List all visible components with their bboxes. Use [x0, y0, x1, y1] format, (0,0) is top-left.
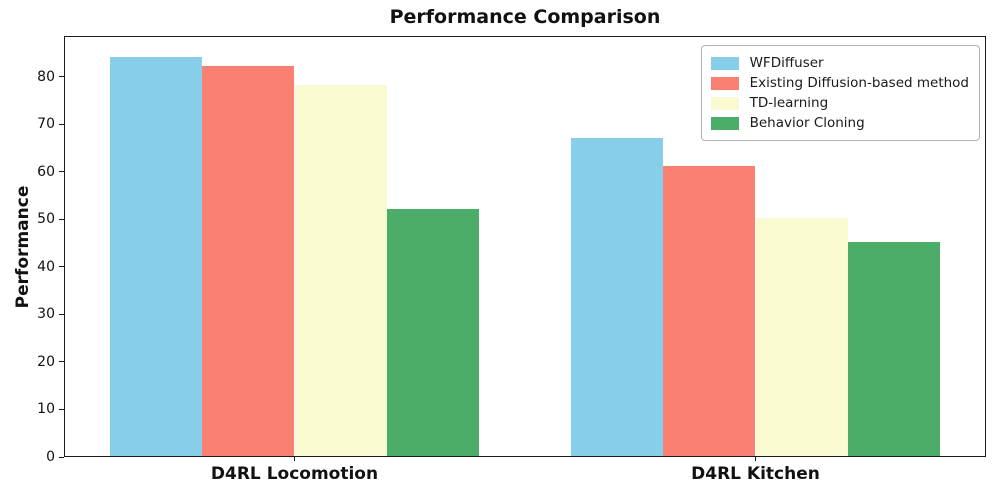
bar — [571, 137, 664, 456]
legend-color-swatch — [710, 96, 739, 110]
x-tick-mark — [294, 457, 295, 461]
legend-label: WFDiffuser — [749, 55, 824, 71]
y-tick-label: 40 — [37, 258, 55, 275]
bar — [847, 242, 940, 456]
y-tick-label: 70 — [37, 116, 55, 133]
y-tick-mark — [59, 456, 64, 458]
legend-label: TD-learning — [749, 95, 829, 111]
bar — [294, 85, 387, 456]
bar — [386, 208, 479, 456]
bar — [110, 56, 203, 456]
y-tick-label: 20 — [37, 353, 55, 370]
y-tick-label: 50 — [37, 211, 55, 228]
bar — [663, 166, 756, 456]
legend-color-swatch — [710, 56, 739, 70]
y-tick-mark — [59, 313, 64, 315]
legend-item: WFDiffuser — [710, 53, 969, 73]
bar — [755, 218, 848, 456]
y-tick-label: 30 — [37, 306, 55, 323]
legend-color-swatch — [710, 116, 739, 130]
bar — [202, 66, 295, 456]
y-tick-mark — [59, 361, 64, 363]
y-tick-mark — [59, 76, 64, 78]
x-tick-label: D4RL Locomotion — [210, 464, 379, 484]
legend-label: Behavior Cloning — [749, 115, 865, 131]
legend-item: TD-learning — [710, 93, 969, 113]
y-tick-mark — [59, 171, 64, 173]
chart-title: Performance Comparison — [389, 6, 661, 28]
y-tick-mark — [59, 408, 64, 410]
y-tick-label: 80 — [37, 68, 55, 85]
legend-color-swatch — [710, 76, 739, 90]
y-tick-mark — [59, 123, 64, 125]
legend: WFDiffuser Existing Diffusion-based metho… — [700, 45, 980, 141]
legend-item: Existing Diffusion-based method — [710, 73, 969, 93]
legend-label: Existing Diffusion-based method — [749, 75, 969, 91]
y-tick-label: 10 — [37, 401, 55, 418]
y-tick-label: 0 — [46, 449, 55, 465]
y-tick-mark — [59, 266, 64, 268]
y-axis-label: Performance — [13, 185, 33, 309]
legend-item: Behavior Cloning — [710, 113, 969, 133]
x-tick-label: D4RL Kitchen — [691, 464, 820, 484]
y-tick-mark — [59, 218, 64, 220]
y-tick-label: 60 — [37, 163, 55, 180]
x-tick-mark — [755, 457, 756, 461]
